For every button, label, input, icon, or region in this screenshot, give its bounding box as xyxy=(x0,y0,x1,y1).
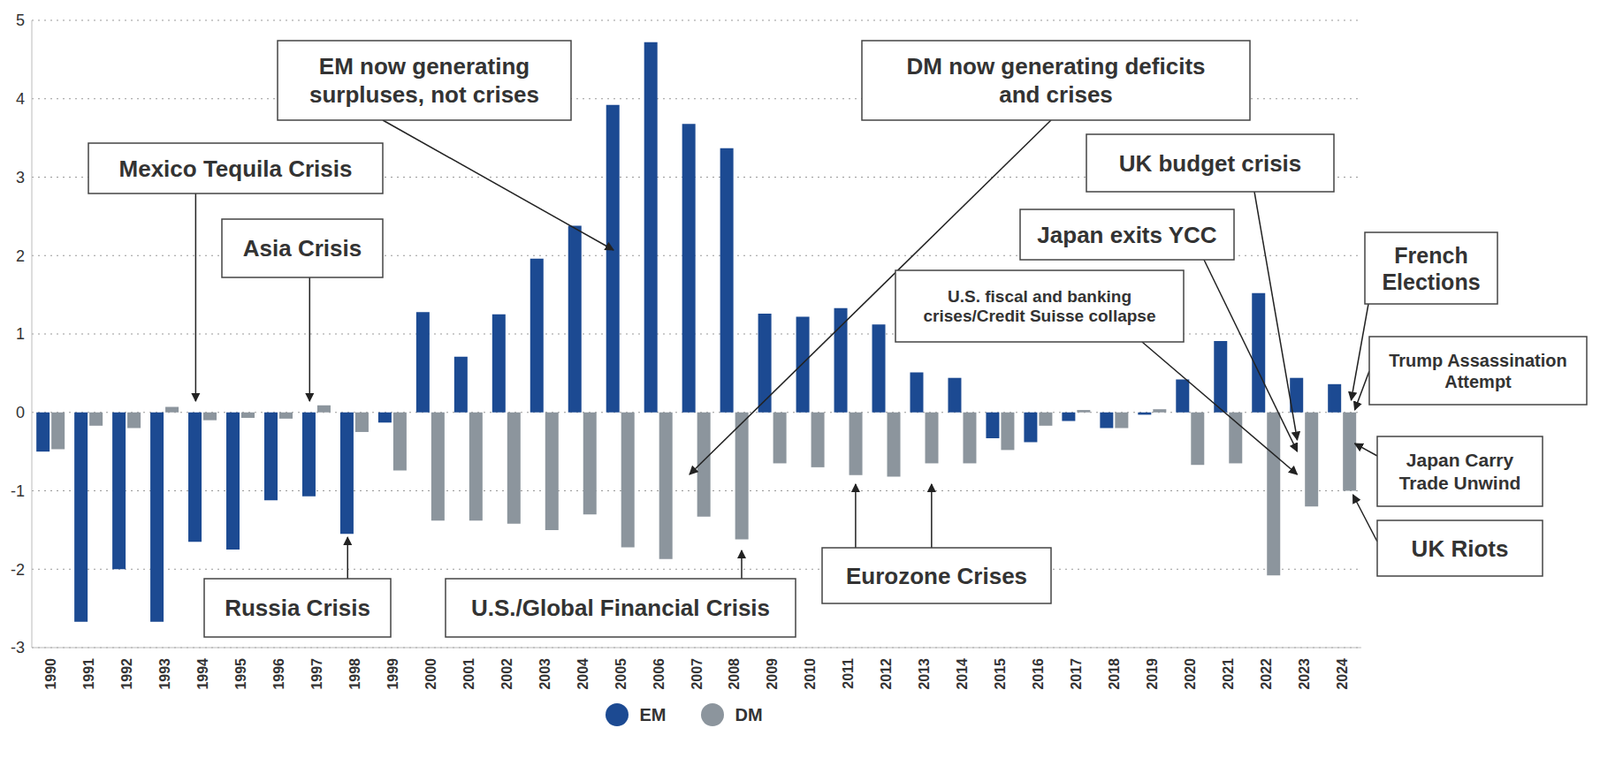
svg-text:2007: 2007 xyxy=(689,658,705,691)
svg-text:DM now generating deficits: DM now generating deficits xyxy=(906,53,1205,80)
svg-text:2015: 2015 xyxy=(992,658,1008,691)
svg-text:2010: 2010 xyxy=(802,658,818,691)
svg-text:2012: 2012 xyxy=(878,658,894,691)
svg-text:1994: 1994 xyxy=(195,658,211,691)
svg-text:2018: 2018 xyxy=(1106,658,1122,691)
svg-text:UK Riots: UK Riots xyxy=(1411,535,1509,563)
svg-text:1991: 1991 xyxy=(81,658,97,691)
svg-text:2023: 2023 xyxy=(1296,658,1312,691)
svg-text:1997: 1997 xyxy=(309,658,325,691)
svg-text:1: 1 xyxy=(15,325,25,343)
svg-text:2022: 2022 xyxy=(1258,658,1274,691)
svg-text:Trade Unwind: Trade Unwind xyxy=(1399,472,1522,494)
svg-text:Eurozone Crises: Eurozone Crises xyxy=(845,563,1028,590)
svg-text:Trump Assassination: Trump Assassination xyxy=(1388,350,1568,371)
svg-text:2: 2 xyxy=(15,247,25,266)
svg-text:Russia Crisis: Russia Crisis xyxy=(224,594,371,622)
svg-text:2021: 2021 xyxy=(1220,658,1236,691)
svg-text:3: 3 xyxy=(15,168,25,187)
svg-text:Japan exits YCC: Japan exits YCC xyxy=(1036,221,1218,249)
svg-text:1995: 1995 xyxy=(233,658,249,691)
svg-text:-2: -2 xyxy=(10,561,25,580)
svg-text:surpluses, not crises: surpluses, not crises xyxy=(309,81,540,108)
svg-text:U.S./Global Financial Crisis: U.S./Global Financial Crisis xyxy=(471,594,770,622)
svg-text:2005: 2005 xyxy=(613,658,629,691)
svg-text:-1: -1 xyxy=(10,482,25,501)
svg-text:1990: 1990 xyxy=(43,658,59,691)
html-text:DM: DM xyxy=(734,704,763,725)
svg-text:2006: 2006 xyxy=(651,658,667,691)
svg-text:2024: 2024 xyxy=(1334,658,1350,691)
svg-text:2013: 2013 xyxy=(916,658,932,691)
svg-text:2001: 2001 xyxy=(461,658,477,691)
svg-text:2020: 2020 xyxy=(1182,658,1198,691)
html-text:EM: EM xyxy=(639,704,666,725)
svg-text:2003: 2003 xyxy=(537,658,553,691)
svg-text:2004: 2004 xyxy=(575,658,591,691)
svg-text:2017: 2017 xyxy=(1068,658,1084,691)
svg-text:1996: 1996 xyxy=(271,658,287,691)
svg-text:U.S. fiscal and banking: U.S. fiscal and banking xyxy=(947,287,1132,306)
svg-text:2008: 2008 xyxy=(726,658,742,691)
svg-text:2009: 2009 xyxy=(764,658,780,691)
svg-text:Elections: Elections xyxy=(1381,269,1480,295)
svg-text:UK budget crisis: UK budget crisis xyxy=(1119,150,1303,177)
svg-text:2016: 2016 xyxy=(1030,658,1046,691)
svg-text:1998: 1998 xyxy=(347,658,363,691)
svg-text:Japan Carry: Japan Carry xyxy=(1406,449,1515,471)
svg-text:2011: 2011 xyxy=(840,658,856,690)
svg-text:2019: 2019 xyxy=(1144,658,1160,691)
svg-text:2014: 2014 xyxy=(954,658,970,691)
svg-text:Mexico Tequila Crisis: Mexico Tequila Crisis xyxy=(119,155,353,183)
svg-text:0: 0 xyxy=(15,403,25,422)
svg-text:1993: 1993 xyxy=(157,658,173,691)
svg-text:crises/Credit Suisse collapse: crises/Credit Suisse collapse xyxy=(923,306,1157,326)
svg-text:4: 4 xyxy=(15,90,25,108)
svg-text:Attempt: Attempt xyxy=(1444,372,1512,392)
svg-text:EM now generating: EM now generating xyxy=(319,53,530,80)
svg-text:and crises: and crises xyxy=(998,81,1113,108)
svg-text:1992: 1992 xyxy=(119,658,135,691)
svg-text:1999: 1999 xyxy=(385,658,401,691)
svg-text:2002: 2002 xyxy=(499,658,515,691)
svg-text:2000: 2000 xyxy=(423,658,439,691)
svg-text:-3: -3 xyxy=(10,639,25,657)
svg-text:Asia Crisis: Asia Crisis xyxy=(243,235,362,262)
svg-text:French: French xyxy=(1394,243,1468,268)
svg-text:5: 5 xyxy=(15,11,25,30)
